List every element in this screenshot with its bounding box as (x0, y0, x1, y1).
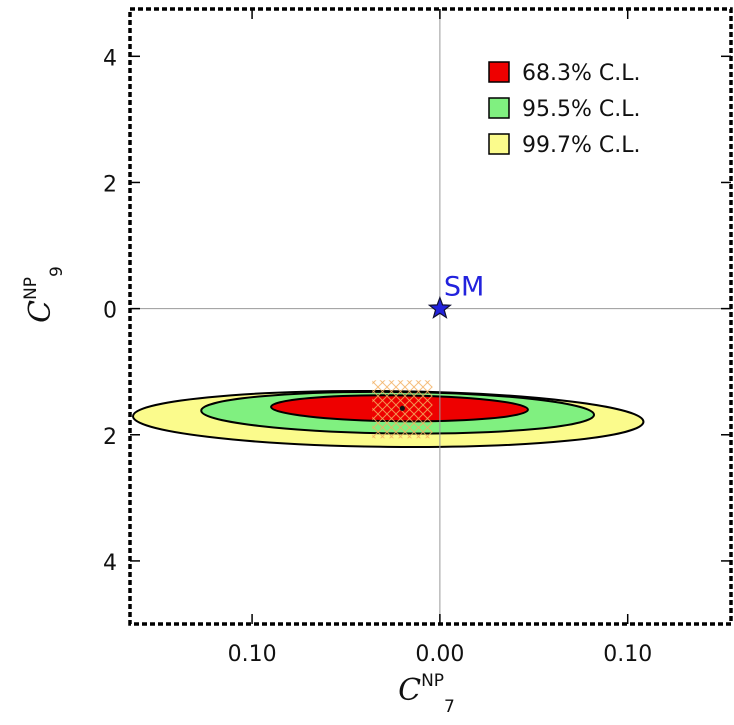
x-axis-title-base: C (398, 673, 421, 708)
legend-label: 95.5% C.L. (522, 97, 641, 122)
x-axis-title-sup: NP (421, 671, 444, 691)
plot-area (130, 9, 731, 624)
y-axis-title-sub: 9 (47, 266, 67, 277)
y-axis-title-sup: NP (21, 277, 41, 300)
sm-star-marker (427, 295, 452, 319)
legend: 68.3% C.L. 95.5% C.L. 99.7% C.L. (488, 61, 641, 158)
sm-annotation-label: SM (444, 272, 484, 303)
y-axis-title: CNP 9 (21, 266, 67, 323)
legend-label: 99.7% C.L. (522, 133, 641, 158)
legend-swatch (488, 133, 510, 155)
x-axis-title-sub: 7 (444, 697, 455, 717)
x-axis-title: CNP7 (398, 671, 455, 717)
y-tick-label: 0 (103, 299, 117, 324)
y-tick-label: 4 (103, 46, 117, 71)
legend-swatch (488, 61, 510, 83)
best-fit-point (399, 405, 405, 411)
legend-swatch (488, 97, 510, 119)
y-axis-title-base: C (23, 300, 58, 323)
legend-label: 68.3% C.L. (522, 61, 641, 86)
x-tick-label: 0.10 (603, 642, 652, 667)
y-tick-label: 4 (103, 551, 117, 576)
x-tick-label: 0.00 (415, 642, 464, 667)
y-tick-label: 2 (103, 172, 117, 197)
plot-frame (128, 7, 733, 626)
x-axis-ticks: 0.10 0.00 0.10 (228, 9, 652, 667)
x-tick-label: 0.10 (228, 642, 277, 667)
y-axis-ticks: 4 2 0 2 4 (103, 46, 731, 576)
y-tick-label: 2 (103, 425, 117, 450)
